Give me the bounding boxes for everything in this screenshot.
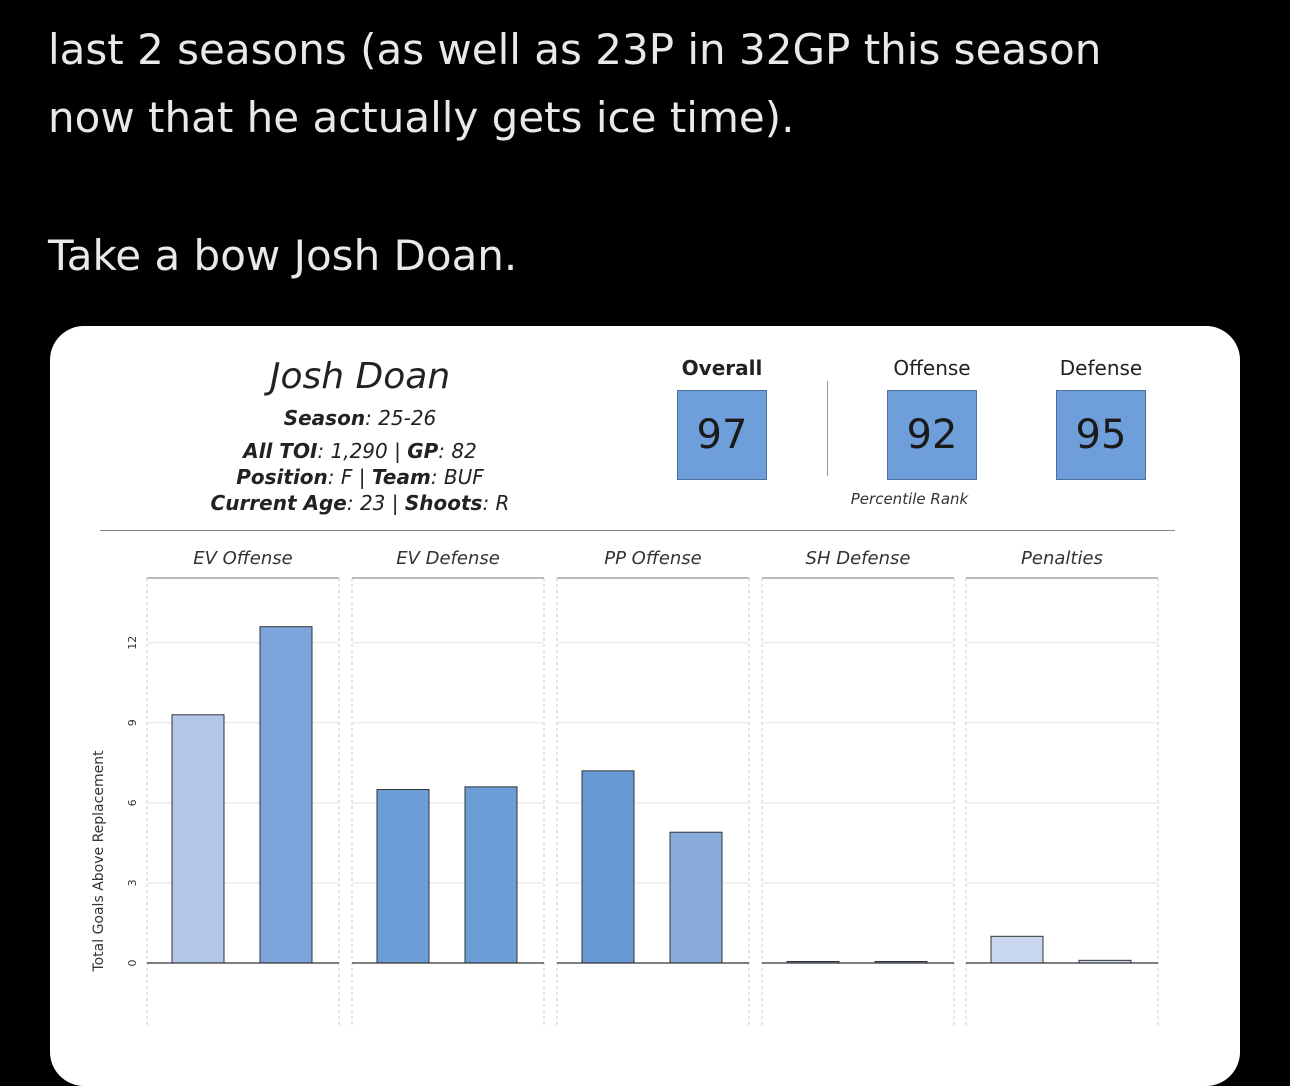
shoots-label: Shoots xyxy=(404,491,483,515)
y-tick-6: 6 xyxy=(126,799,139,806)
panel-title-ev-defense: EV Defense xyxy=(396,548,500,569)
bar-pp-offense-1 xyxy=(581,770,635,964)
player-card-image[interactable]: Josh Doan Season: 25-26 All TOI: 1,290 |… xyxy=(50,326,1240,1086)
y-tick-3: 3 xyxy=(126,879,139,886)
season-label: Season xyxy=(283,406,366,430)
team-value: : BUF xyxy=(430,465,484,489)
goals-above-replacement-chart: 0 3 6 9 12 xyxy=(126,577,1159,1026)
percentile-rank-caption: Percentile Rank xyxy=(850,490,969,508)
offense-rank-box: 92 xyxy=(887,390,977,480)
season-line: Season: 25-26 xyxy=(190,406,530,430)
position-label: Position xyxy=(236,465,328,489)
bar-ev-offense-1 xyxy=(171,714,225,964)
overall-rank-box: 97 xyxy=(677,390,767,480)
shoots-value: : R xyxy=(482,491,510,515)
tweet-text-line-2: now that he actually gets ice time). xyxy=(48,93,795,142)
player-name: Josh Doan xyxy=(269,356,451,397)
defense-label: Defense xyxy=(1059,356,1143,380)
toi-value: : 1,290 | xyxy=(317,439,408,463)
age-label: Current Age xyxy=(210,491,347,515)
rank-divider xyxy=(827,381,828,476)
tweet-text-line-1: last 2 seasons (as well as 23P in 32GP t… xyxy=(48,25,1102,74)
age-shoots-line: Current Age: 23 | Shoots: R xyxy=(160,491,560,515)
y-tick-9: 9 xyxy=(126,719,139,726)
age-value: : 23 | xyxy=(346,491,405,515)
gp-value: : 82 xyxy=(438,439,477,463)
team-label: Team xyxy=(371,465,431,489)
header-divider xyxy=(100,530,1175,531)
defense-rank-box: 95 xyxy=(1056,390,1146,480)
y-tick-0: 0 xyxy=(126,960,139,967)
panel-title-penalties: Penalties xyxy=(1021,548,1103,569)
bar-ev-defense-2 xyxy=(464,786,518,964)
panel-title-ev-offense: EV Offense xyxy=(193,548,293,569)
offense-label: Offense xyxy=(893,356,971,380)
bar-ev-defense-1 xyxy=(376,789,430,964)
gp-label: GP xyxy=(407,439,439,463)
panel-title-pp-offense: PP Offense xyxy=(604,548,702,569)
position-team-line: Position: F | Team: BUF xyxy=(170,465,550,489)
overall-label: Overall xyxy=(681,356,763,380)
position-value: : F | xyxy=(327,465,372,489)
bar-penalties-1 xyxy=(990,935,1044,964)
tweet-text-line-3: Take a bow Josh Doan. xyxy=(48,231,518,280)
toi-label: All TOI xyxy=(243,439,318,463)
y-tick-12: 12 xyxy=(126,636,139,650)
bar-ev-offense-2 xyxy=(259,626,313,964)
season-value: : 25-26 xyxy=(365,406,437,430)
toi-gp-line: All TOI: 1,290 | GP: 82 xyxy=(170,439,550,463)
panel-title-sh-defense: SH Defense xyxy=(805,548,911,569)
bar-pp-offense-2 xyxy=(669,831,723,964)
